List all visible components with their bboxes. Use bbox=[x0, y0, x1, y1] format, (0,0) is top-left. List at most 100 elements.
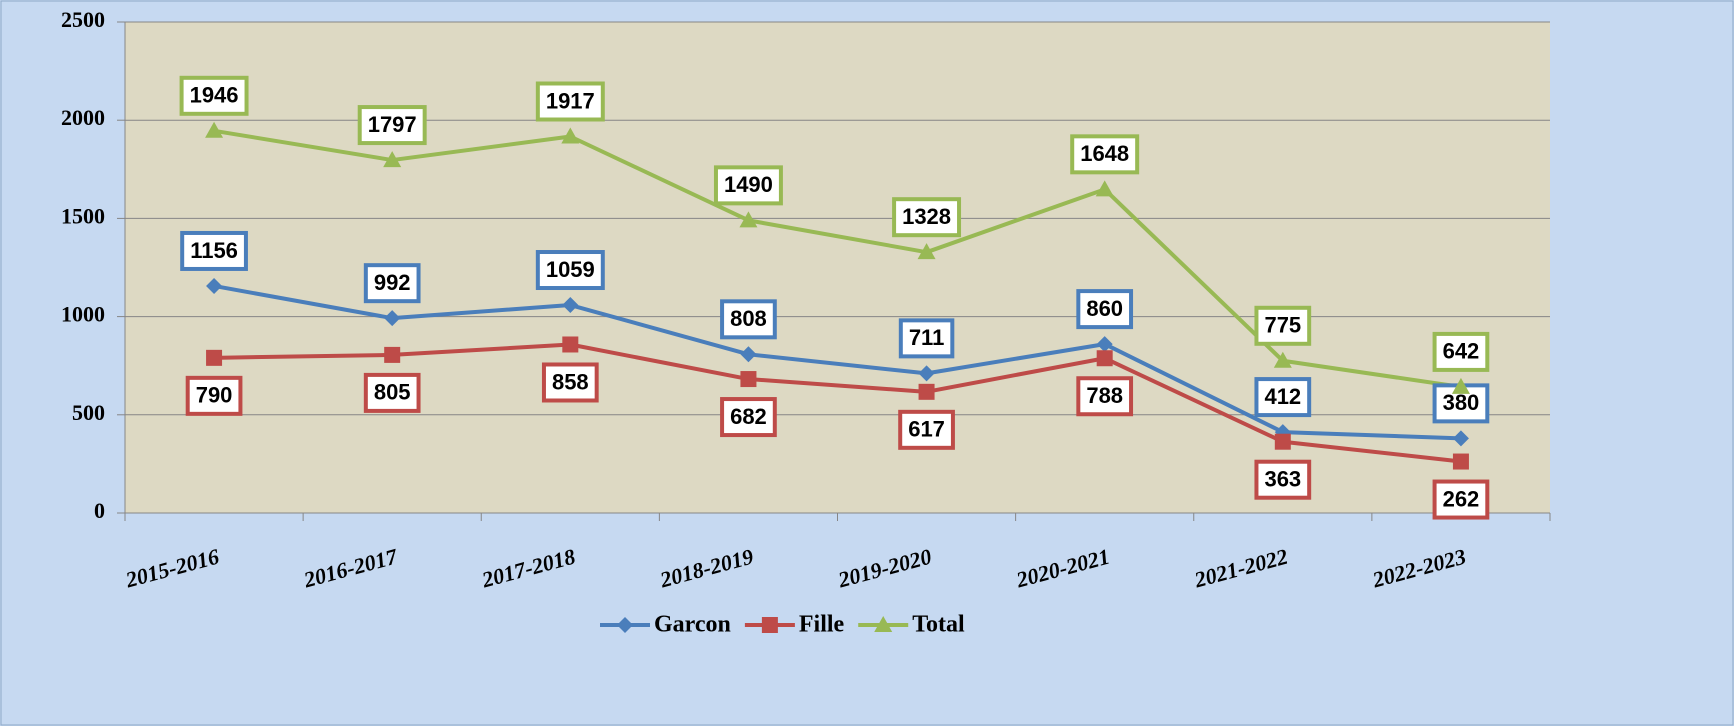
marker bbox=[562, 297, 579, 314]
data-label-box bbox=[1076, 289, 1134, 330]
marker bbox=[917, 243, 936, 260]
data-label-box bbox=[357, 105, 427, 146]
y-tick-label: 0 bbox=[94, 498, 105, 523]
data-label-box bbox=[541, 362, 599, 403]
marker bbox=[1096, 350, 1113, 367]
data-label: 682 bbox=[720, 397, 777, 438]
data-label: 1946 bbox=[179, 75, 249, 116]
data-label-box bbox=[535, 250, 605, 291]
data-label-text: 860 bbox=[1086, 296, 1123, 321]
data-label-text: 788 bbox=[1086, 383, 1123, 408]
legend-marker bbox=[874, 616, 893, 632]
data-label-box bbox=[892, 197, 962, 238]
legend: Garcon Fille Total bbox=[600, 612, 965, 638]
y-tick-label: 2500 bbox=[61, 7, 105, 32]
data-label-box bbox=[1254, 305, 1312, 346]
marker bbox=[206, 349, 223, 366]
legend-label: Total bbox=[912, 612, 965, 638]
y-tick-label: 2000 bbox=[61, 105, 105, 130]
marker bbox=[206, 277, 223, 294]
data-label-text: 711 bbox=[909, 325, 945, 350]
data-label: 1797 bbox=[357, 105, 427, 146]
data-label: 262 bbox=[1432, 479, 1490, 520]
marker bbox=[1095, 180, 1114, 197]
line bbox=[213, 283, 1462, 441]
legend-marker bbox=[761, 617, 778, 633]
data-label-text: 805 bbox=[374, 380, 411, 405]
data-label-box bbox=[898, 409, 955, 450]
data-label-text: 262 bbox=[1443, 486, 1480, 511]
marker bbox=[384, 346, 401, 363]
data-label-text: 1328 bbox=[902, 204, 951, 229]
data-label: 860 bbox=[1076, 289, 1134, 330]
data-label: 412 bbox=[1254, 377, 1312, 418]
marker bbox=[918, 383, 935, 400]
data-label-text: 790 bbox=[196, 383, 233, 408]
data-label-box bbox=[1254, 459, 1312, 500]
data-label: 1059 bbox=[535, 250, 605, 291]
data-label-box bbox=[535, 81, 605, 122]
data-label-box bbox=[180, 230, 248, 271]
data-label-text: 808 bbox=[730, 306, 767, 331]
data-label-box bbox=[185, 375, 243, 416]
legend-label: Garcon bbox=[654, 612, 731, 638]
marker bbox=[384, 310, 401, 327]
data-label: 1156 bbox=[180, 230, 248, 271]
data-label-box bbox=[1076, 376, 1134, 417]
data-label: 805 bbox=[363, 372, 421, 413]
data-label-text: 1917 bbox=[546, 88, 595, 113]
data-label-text: 617 bbox=[908, 417, 945, 442]
data-label: 858 bbox=[541, 362, 599, 403]
data-label: 790 bbox=[185, 375, 243, 416]
data-label: 788 bbox=[1076, 376, 1134, 417]
data-label-box bbox=[898, 318, 955, 359]
marker bbox=[383, 151, 402, 168]
data-label-text: 992 bbox=[374, 270, 411, 295]
marker bbox=[1452, 430, 1469, 447]
data-label-box bbox=[179, 75, 249, 116]
data-label-text: 363 bbox=[1264, 467, 1301, 492]
marker bbox=[740, 371, 757, 388]
data-label: 642 bbox=[1432, 331, 1490, 372]
marker bbox=[1274, 433, 1291, 450]
marker bbox=[1096, 336, 1113, 353]
marker bbox=[1452, 453, 1469, 470]
data-label: 1328 bbox=[892, 197, 962, 238]
data-label-box bbox=[1070, 134, 1140, 175]
data-label-text: 642 bbox=[1443, 339, 1480, 364]
marker bbox=[739, 211, 758, 228]
data-label-text: 1156 bbox=[190, 238, 238, 263]
data-label-text: 1946 bbox=[190, 83, 239, 108]
data-label: 1648 bbox=[1070, 134, 1140, 175]
data-label-text: 1648 bbox=[1080, 141, 1129, 166]
data-label: 711 bbox=[898, 318, 955, 359]
data-label-box bbox=[363, 263, 421, 304]
data-label-text: 682 bbox=[730, 404, 767, 429]
data-label-box bbox=[1432, 331, 1490, 372]
data-label-box bbox=[720, 397, 777, 438]
data-label-box bbox=[720, 299, 777, 340]
data-label: 1917 bbox=[535, 81, 605, 122]
data-label: 617 bbox=[898, 409, 955, 450]
data-label-text: 1490 bbox=[724, 172, 773, 197]
data-label-text: 1059 bbox=[546, 257, 595, 282]
plot-area bbox=[125, 22, 1550, 513]
legend-marker bbox=[617, 617, 633, 633]
y-tick-label: 1000 bbox=[61, 302, 105, 327]
data-label: 992 bbox=[363, 263, 421, 304]
data-label-box bbox=[1432, 479, 1490, 520]
marker bbox=[918, 365, 935, 382]
y-tick-label: 1500 bbox=[61, 203, 105, 228]
data-label-box bbox=[1254, 377, 1312, 418]
data-label-box bbox=[363, 372, 421, 413]
data-label-text: 380 bbox=[1443, 390, 1480, 415]
y-tick-label: 500 bbox=[72, 400, 105, 425]
line bbox=[213, 128, 1462, 389]
marker bbox=[562, 336, 579, 353]
data-label: 808 bbox=[720, 299, 777, 340]
marker bbox=[740, 346, 757, 363]
legend-label: Fille bbox=[799, 612, 845, 638]
data-label-text: 412 bbox=[1264, 384, 1301, 409]
marker bbox=[1451, 377, 1470, 394]
